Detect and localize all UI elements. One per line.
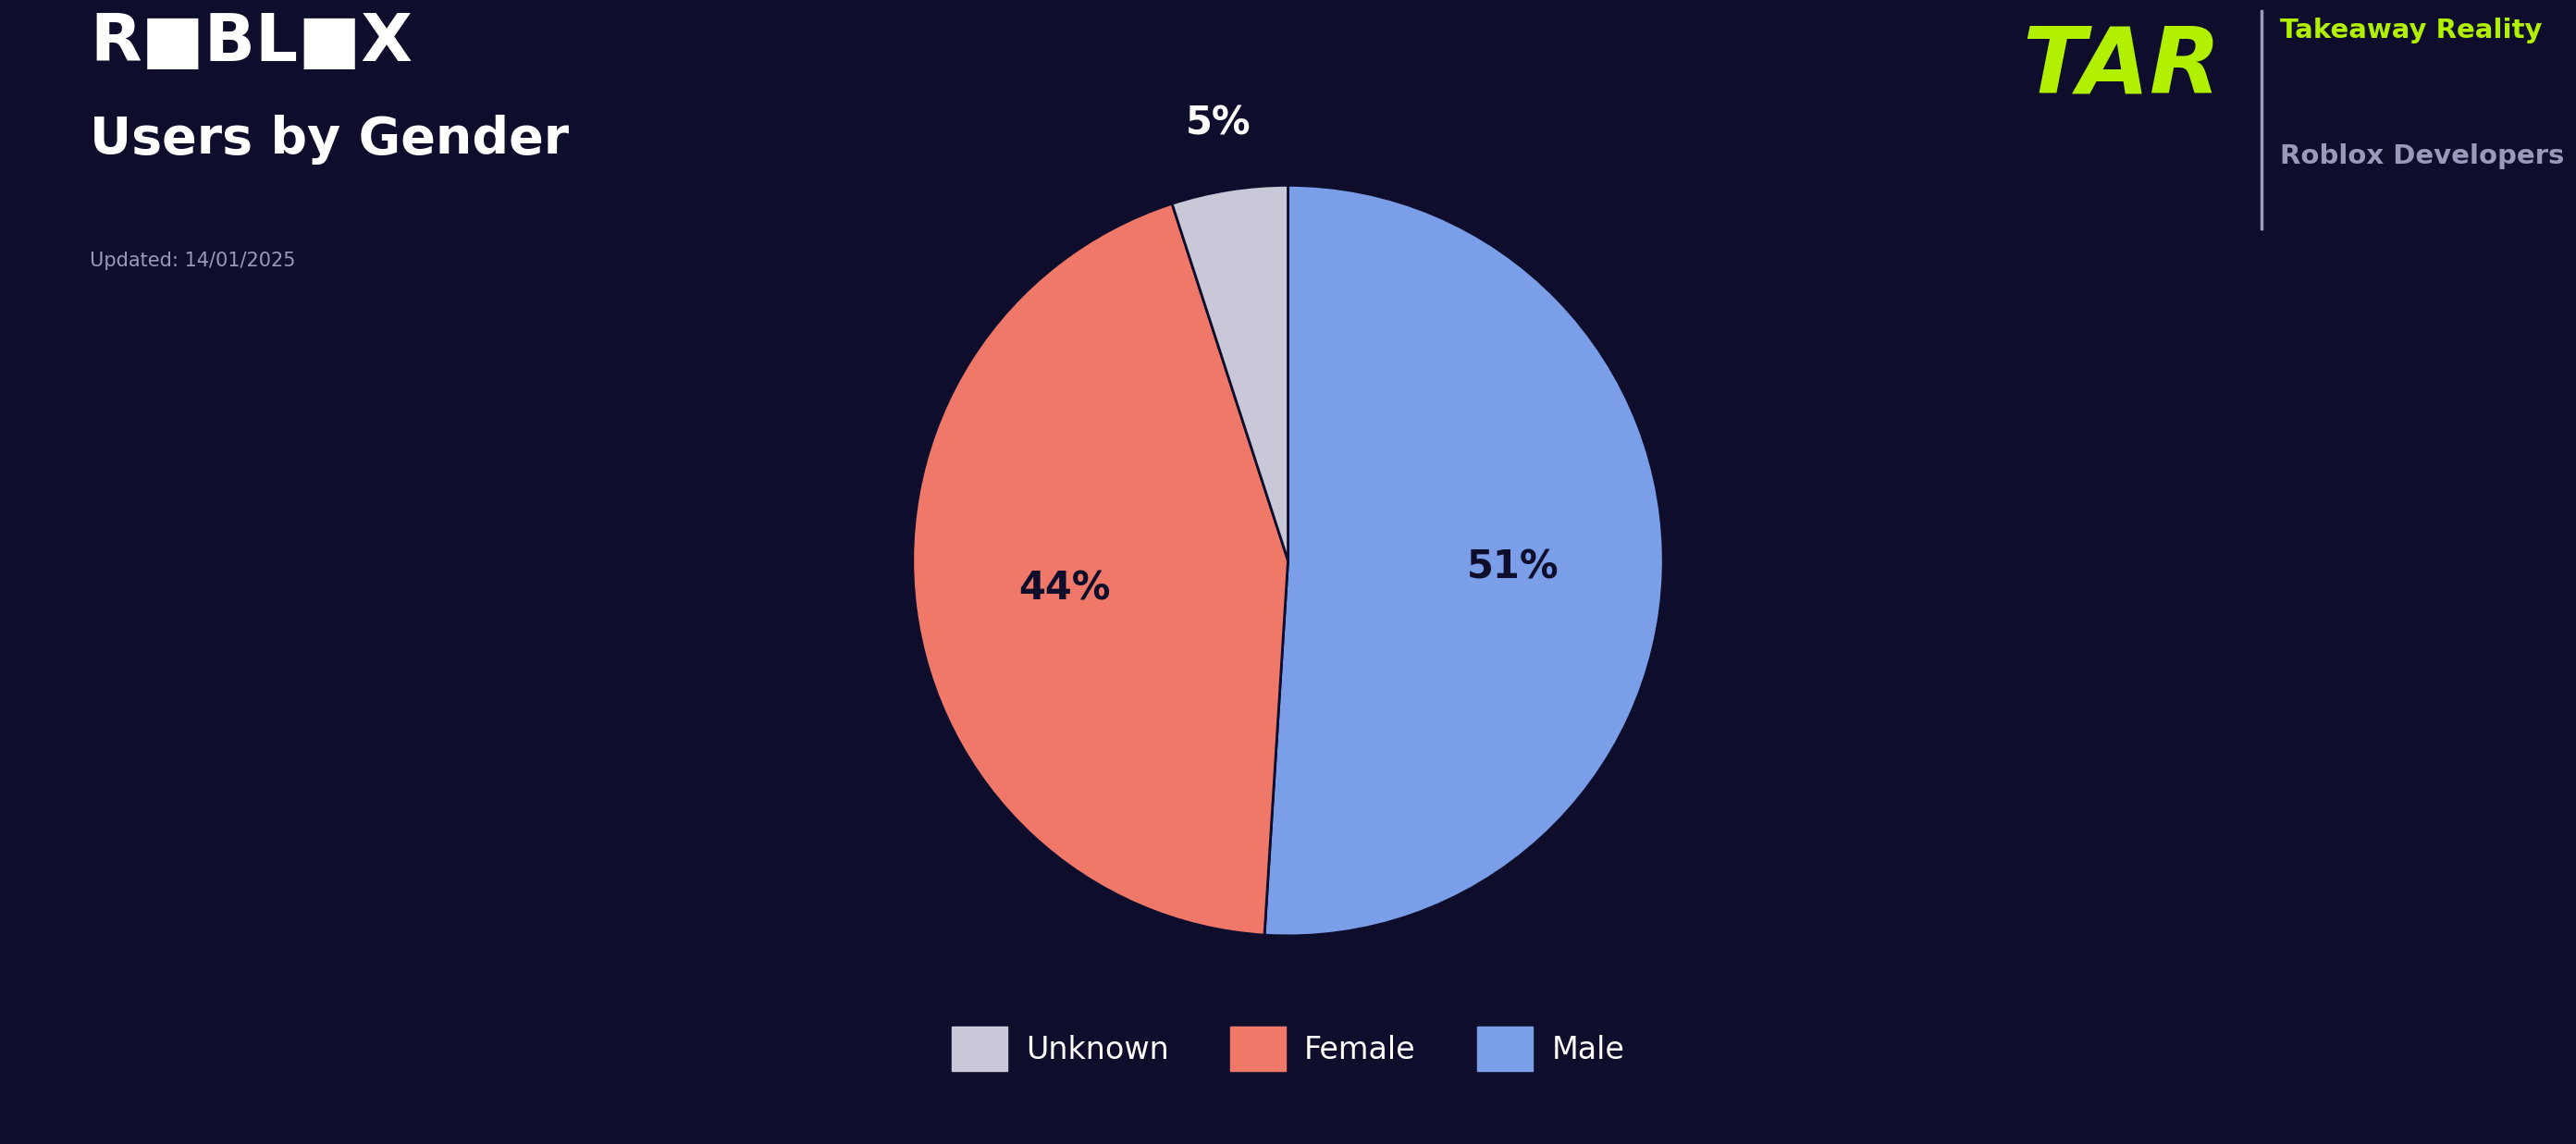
Text: 44%: 44% <box>1018 570 1110 609</box>
Text: 5%: 5% <box>1185 104 1252 143</box>
Text: Takeaway Reality: Takeaway Reality <box>2280 17 2543 43</box>
Legend: Unknown, Female, Male: Unknown, Female, Male <box>940 1015 1636 1083</box>
Text: Users by Gender: Users by Gender <box>90 114 569 165</box>
Wedge shape <box>1172 185 1288 561</box>
Text: Updated: 14/01/2025: Updated: 14/01/2025 <box>90 252 296 270</box>
Text: R■BL■X: R■BL■X <box>90 11 412 76</box>
Text: 51%: 51% <box>1466 548 1558 587</box>
Wedge shape <box>1265 185 1664 936</box>
Text: Roblox Developers: Roblox Developers <box>2280 143 2563 169</box>
Text: TAR: TAR <box>2022 23 2221 112</box>
Wedge shape <box>912 204 1288 935</box>
